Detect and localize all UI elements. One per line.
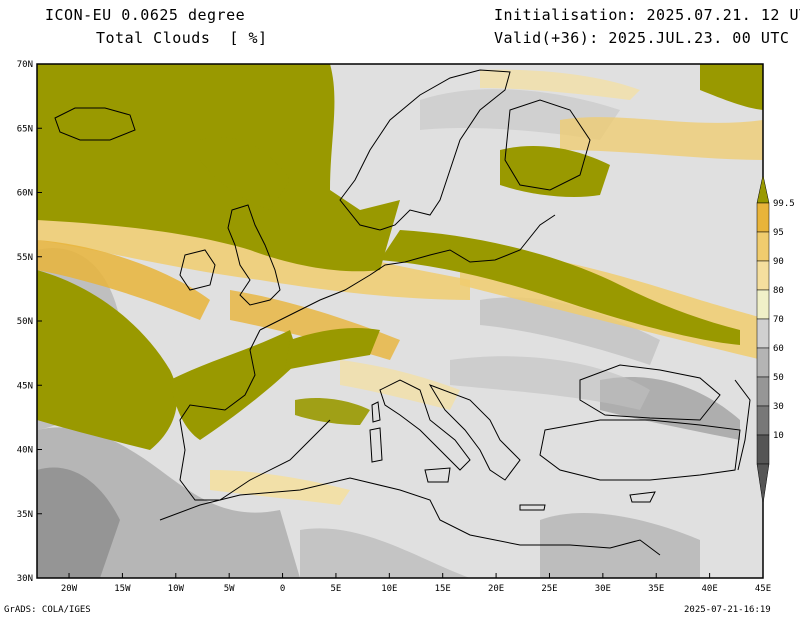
lon-label: 35E — [648, 584, 664, 594]
colorbar-segment — [756, 405, 770, 436]
colorbar-segment — [756, 347, 770, 378]
colorbar-label: 60 — [773, 344, 784, 354]
coastlines — [54, 69, 751, 556]
colorbar-segment — [756, 318, 770, 349]
model-title: ICON-EU 0.0625 degree — [45, 6, 246, 24]
lat-label: 40N — [17, 446, 33, 456]
lon-label: 10W — [168, 584, 185, 594]
lon-label: 40E — [701, 584, 717, 594]
colorbar-segment — [756, 289, 770, 320]
footer-timestamp: 2025-07-21-16:19 — [684, 605, 771, 615]
colorbar-label: 30 — [773, 402, 784, 412]
lon-label: 20E — [488, 584, 504, 594]
lon-label: 5W — [224, 584, 235, 594]
colorbar-label: 50 — [773, 373, 784, 383]
lat-label: 50N — [17, 317, 33, 327]
longitude-axis: 20W 15W 10W 5W 0 5E 10E 15E 20E 25E 30E 35E 40E 45E — [61, 573, 771, 594]
lon-label: 30E — [595, 584, 611, 594]
cloud-cover-map: 70N 65N 60N 55N 50N 45N 40N 35N 30N 20W 15W 10W 5W 0… — [17, 60, 795, 594]
lat-label: 35N — [17, 510, 33, 520]
lon-label: 45E — [755, 584, 771, 594]
lat-label: 45N — [17, 381, 33, 391]
lat-label: 30N — [17, 574, 33, 584]
init-time: Initialisation: 2025.07.21. 12 UTC — [494, 6, 800, 24]
colorbar-label: 10 — [773, 431, 784, 441]
colorbar-segment — [756, 376, 770, 407]
footer-credit: GrADS: COLA/IGES — [4, 605, 91, 615]
lon-label: 15E — [435, 584, 451, 594]
lon-label: 20W — [61, 584, 78, 594]
colorbar-segment — [756, 231, 770, 262]
colorbar: 99.5 95 90 80 70 60 50 30 10 — [756, 174, 795, 505]
valid-time: Valid(+36): 2025.JUL.23. 00 UTC — [494, 29, 790, 47]
cloud-field — [37, 64, 763, 578]
colorbar-segment — [756, 434, 770, 465]
colorbar-label: 99.5 — [773, 199, 795, 209]
lon-label: 5E — [331, 584, 342, 594]
colorbar-label: 90 — [773, 257, 784, 267]
lon-label: 25E — [541, 584, 557, 594]
lon-label: 0 — [280, 584, 285, 594]
colorbar-label: 80 — [773, 286, 784, 296]
lat-label: 60N — [17, 189, 33, 199]
lat-label: 55N — [17, 253, 33, 263]
colorbar-segment — [756, 260, 770, 291]
lat-label: 65N — [17, 124, 33, 134]
colorbar-label: 70 — [773, 315, 784, 325]
colorbar-segment — [756, 202, 770, 233]
colorbar-bottom-arrow — [756, 463, 770, 505]
field-title: Total Clouds [ %] — [96, 29, 268, 47]
latitude-axis: 70N 65N 60N 55N 50N 45N 40N 35N 30N — [17, 60, 42, 584]
lat-label: 70N — [17, 60, 33, 70]
colorbar-label: 95 — [773, 228, 784, 238]
lon-label: 15W — [114, 584, 131, 594]
lon-label: 10E — [381, 584, 397, 594]
